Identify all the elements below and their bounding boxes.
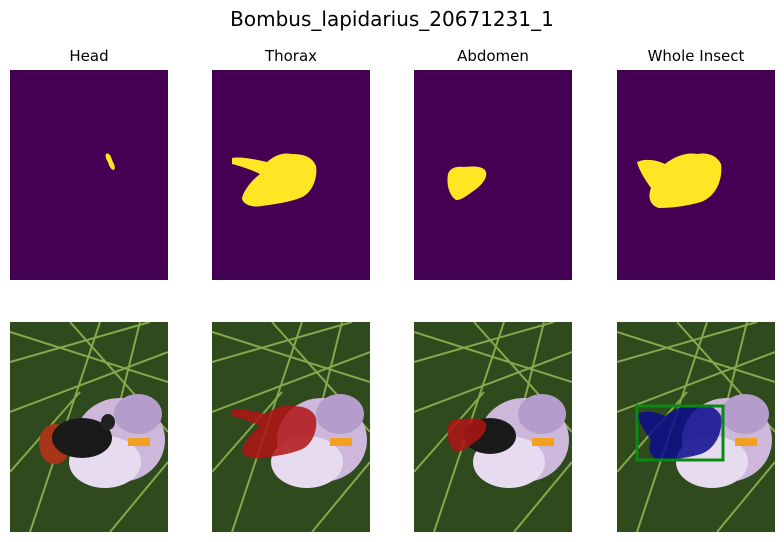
panel-title-abdomen: Abdomen [457, 47, 529, 65]
photo-panel-abdomen-overlay [414, 322, 572, 532]
photo-panel-thorax-overlay [212, 322, 370, 532]
photo-panel-original [10, 322, 168, 532]
figure-title: Bombus_lapidarius_20671231_1 [230, 7, 554, 31]
panel-title-head: Head [69, 47, 109, 65]
panel-title-thorax: Thorax [264, 47, 318, 65]
mask-panel-head [10, 70, 168, 280]
mask-panel-abdomen [414, 70, 572, 280]
mask-panel-whole-insect [617, 70, 775, 280]
photo-panel-whole-insect-overlay [617, 322, 775, 532]
mask-panel-thorax [212, 70, 370, 280]
panel-title-whole-insect: Whole Insect [647, 47, 745, 65]
